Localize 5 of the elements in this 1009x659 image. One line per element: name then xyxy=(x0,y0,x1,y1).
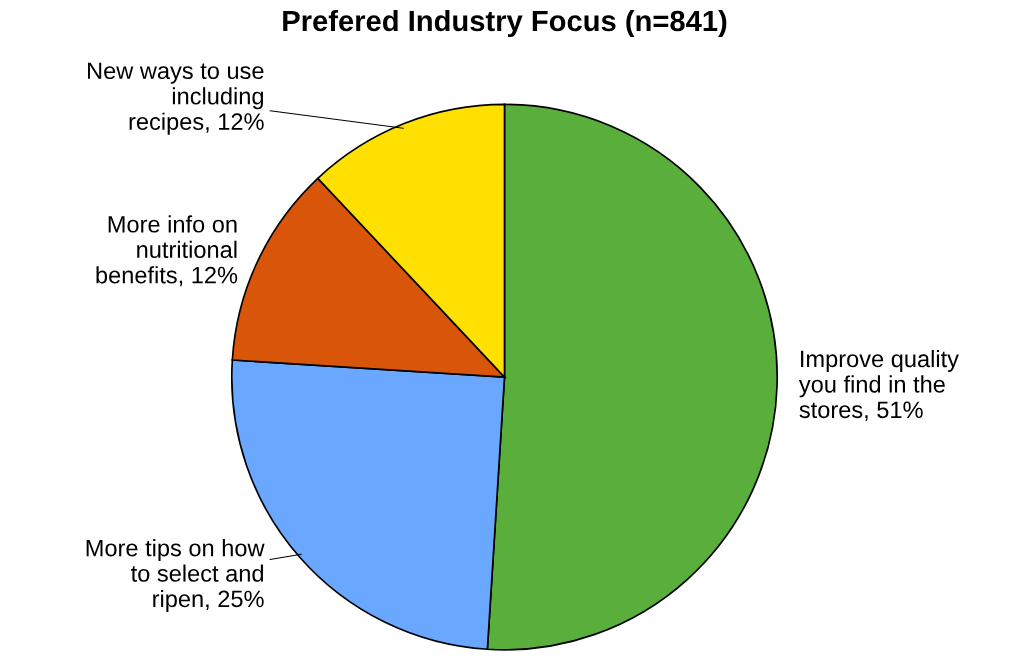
chart-title: Prefered Industry Focus (n=841) xyxy=(283,9,727,38)
slice-label: New ways to use including recipes, 12% xyxy=(88,62,264,135)
slice-label: More tips on how to select and ripen, 25% xyxy=(86,539,265,612)
slice-label: More info on nutritional benefits, 12% xyxy=(96,215,238,287)
slice-label: Improve quality you find in the stores, 51% xyxy=(798,349,959,421)
